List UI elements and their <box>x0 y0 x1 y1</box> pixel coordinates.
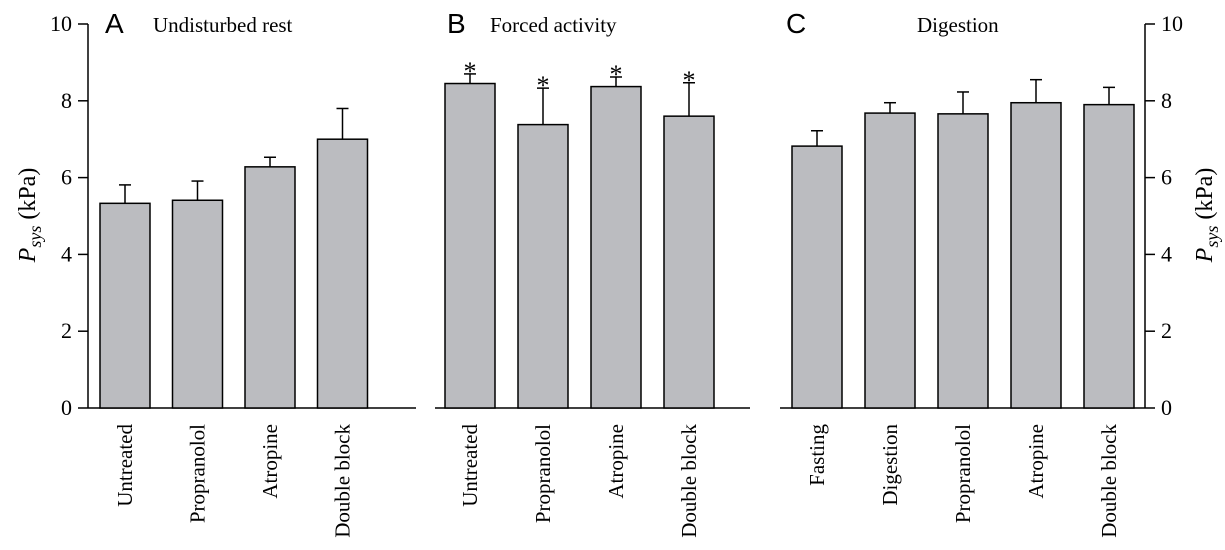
significance-b-1: * <box>537 71 550 100</box>
y-tick-label-c-5: 10 <box>1161 11 1183 36</box>
y-tick-label-c-0: 0 <box>1161 395 1172 420</box>
bar-a-3 <box>316 138 369 409</box>
panel-a-title: Undisturbed rest <box>153 13 293 37</box>
bar-b-0 <box>444 82 496 409</box>
y-tick-label-a-4: 8 <box>61 88 72 113</box>
bar-a-0 <box>99 202 151 409</box>
category-label-b-3: Double block <box>677 424 701 538</box>
bar-b-2 <box>590 85 642 409</box>
category-label-b-2: Atropine <box>604 424 628 499</box>
panel-b-title: Forced activity <box>490 13 617 37</box>
bar-c-3 <box>1010 101 1062 409</box>
panel-c-title: Digestion <box>917 13 999 37</box>
category-label-a-1: Propranolol <box>186 424 210 523</box>
y-tick-label-a-1: 2 <box>61 318 72 343</box>
y-tick-label-c-2: 4 <box>1161 241 1172 266</box>
y-tick-label-a-0: 0 <box>61 395 72 420</box>
bar-c-1 <box>864 112 916 409</box>
category-label-c-4: Double block <box>1097 424 1121 538</box>
category-label-c-0: Fasting <box>805 424 829 486</box>
significance-b-2: * <box>610 60 623 89</box>
bar-c-2 <box>937 113 989 409</box>
panel-a: A Undisturbed rest 0 2 4 6 8 10 Untreated Propr… <box>50 8 416 538</box>
category-label-a-3: Double block <box>331 424 355 538</box>
category-label-a-0: Untreated <box>113 424 137 507</box>
bar-a-1 <box>171 199 224 409</box>
category-label-c-3: Atropine <box>1024 424 1048 499</box>
y-axis-title-right: Psys (kPa) <box>1192 168 1222 264</box>
category-label-b-0: Untreated <box>458 424 482 507</box>
category-label-c-2: Propranolol <box>951 424 975 523</box>
category-label-b-1: Propranolol <box>531 424 555 523</box>
y-tick-label-c-4: 8 <box>1161 88 1172 113</box>
category-label-a-2: Atropine <box>258 424 282 499</box>
significance-b-3: * <box>683 66 696 95</box>
y-tick-label-a-2: 4 <box>61 241 72 266</box>
bar-b-1 <box>517 123 569 409</box>
bar-a-2 <box>244 166 296 409</box>
panel-c: C Digestion 0 2 4 6 8 10 Fasting Digestion Propr… <box>780 8 1183 538</box>
y-tick-label-c-3: 6 <box>1161 165 1172 190</box>
panel-c-letter: C <box>786 8 806 39</box>
bar-b-3 <box>663 115 715 409</box>
y-tick-label-a-3: 6 <box>61 165 72 190</box>
y-axis-title-left: Psys (kPa) <box>15 168 45 264</box>
significance-b-0: * <box>464 57 477 86</box>
y-tick-label-a-5: 10 <box>50 11 72 36</box>
panel-b-letter: B <box>447 8 466 39</box>
y-tick-label-c-1: 2 <box>1161 318 1172 343</box>
category-label-c-1: Digestion <box>878 424 902 506</box>
bar-c-0 <box>791 145 843 409</box>
panel-b: B Forced activity * Untreated * Propranolol… <box>435 8 750 538</box>
bar-c-4 <box>1083 103 1135 409</box>
panel-a-letter: A <box>105 8 124 39</box>
